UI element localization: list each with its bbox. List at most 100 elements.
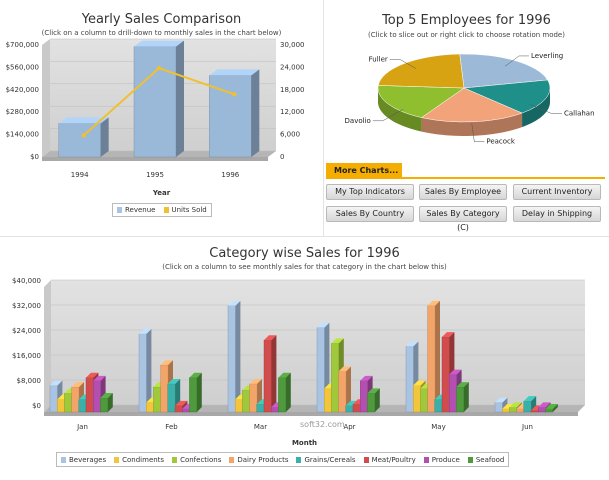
pie-slice[interactable] (377, 53, 465, 89)
category-bar-beverages[interactable] (227, 300, 241, 413)
y-left-tick-label: $560,000 (6, 63, 39, 71)
y-left-tick-label: $0 (30, 153, 39, 161)
y-left-tick-label: $280,000 (6, 108, 39, 116)
plot-floor-edge (42, 157, 268, 161)
employees-chart-title: Top 5 Employees for 1996 (382, 13, 551, 28)
x-tick-label: Jun (521, 423, 533, 431)
horizontal-divider (0, 236, 609, 237)
plot-side-wall (44, 280, 51, 412)
y-right-tick-label: 12,000 (280, 108, 305, 116)
units-sold-point (81, 133, 86, 138)
category-legend: Beverages Condiments Confections Dairy P… (56, 452, 510, 467)
pie-slice[interactable] (420, 87, 523, 123)
category-bar-meat-poultry[interactable] (263, 335, 277, 413)
pie-label-leader (529, 104, 563, 114)
category-bar-dairy-products[interactable] (427, 300, 440, 413)
units-sold-point (156, 65, 162, 71)
revenue-bar[interactable] (58, 117, 109, 158)
x-tick-label: 1995 (146, 171, 164, 179)
legend-item-beverages[interactable]: Beverages (57, 456, 110, 464)
x-tick-label: 1994 (71, 171, 89, 179)
x-tick-label: Jan (76, 423, 88, 431)
sales-by-employee-button[interactable]: Sales By Employee (419, 184, 507, 200)
y-right-tick-label: 24,000 (280, 63, 305, 71)
y-tick-label: $40,000 (12, 277, 41, 285)
pie-slice-label: Peacock (486, 138, 516, 146)
legend-label-units: Units Sold (171, 206, 207, 214)
pie-label-leader (505, 55, 530, 67)
pie-slice-side (522, 88, 550, 128)
condiments-swatch (114, 456, 120, 463)
legend-item-condiments[interactable]: Condiments (110, 456, 168, 464)
legend-item-grains[interactable]: Grains/Cereals (292, 456, 359, 464)
category-bar-dairy-products[interactable] (338, 366, 351, 413)
yearly-xaxis-title: Year (152, 189, 171, 197)
category-bar-seafood[interactable] (278, 372, 291, 413)
category-bar-beverages[interactable] (138, 328, 152, 413)
more-charts-tab[interactable]: More Charts... (326, 163, 402, 178)
category-sales-chart[interactable]: $0 $8,000 $16,000 $24,000 $32,000 $40,000 Jan F… (0, 0, 609, 450)
category-bar-seafood[interactable] (367, 388, 380, 413)
pie-slice[interactable] (459, 53, 548, 89)
dairy-swatch (229, 456, 235, 463)
y-right-tick-label: 6,000 (280, 131, 300, 139)
x-tick-label: Mar (254, 423, 267, 431)
category-bar-seafood[interactable] (456, 382, 469, 413)
pie-slice-label: Fuller (369, 55, 388, 63)
legend-label-grains: Grains/Cereals (304, 455, 356, 464)
vertical-divider (323, 0, 324, 236)
legend-item-meat[interactable]: Meat/Poultry (360, 456, 420, 464)
pie-slice[interactable] (463, 79, 551, 114)
legend-item-dairy[interactable]: Dairy Products (225, 456, 292, 464)
legend-label-condiments: Condiments (122, 455, 165, 464)
yearly-chart-title: Yearly Sales Comparison (81, 12, 242, 27)
sales-by-country-button[interactable]: Sales By Country (326, 206, 414, 222)
grains-swatch (296, 456, 302, 463)
legend-label-confections: Confections (180, 455, 222, 464)
y-tick-label: $32,000 (12, 302, 41, 310)
yearly-sales-chart[interactable]: $0 $140,000 $280,000 $420,000 $560,000 $700,0… (0, 0, 323, 200)
pie-label-leader (389, 59, 417, 69)
yearly-legend: Revenue Units Sold (112, 203, 212, 217)
watermark: soft32.com (300, 420, 345, 429)
category-bar-seafood[interactable] (100, 393, 113, 413)
legend-item-produce[interactable]: Produce (420, 456, 464, 464)
employees-pie-chart[interactable]: Leverling Callahan Peacock Davolio Fuller (324, 40, 609, 155)
category-xaxis-title: Month (291, 439, 318, 447)
pie-label-leader (471, 123, 485, 142)
employees-chart-subtitle: (Click to slice out or right click to ch… (368, 31, 565, 39)
yearly-chart-subtitle: (Click on a column to drill-down to mont… (41, 29, 282, 37)
my-top-indicators-button[interactable]: My Top Indicators (326, 184, 414, 200)
legend-item-confections[interactable]: Confections (168, 456, 225, 464)
delay-in-shipping-button[interactable]: Delay in Shipping (513, 206, 601, 222)
legend-item-seafood[interactable]: Seafood (464, 456, 509, 464)
units-sold-point (232, 92, 237, 97)
category-chart-subtitle: (Click on a column to see monthly sales … (162, 263, 447, 271)
y-tick-label: $0 (32, 402, 41, 410)
x-tick-label: 1996 (221, 171, 239, 179)
pie-slice[interactable] (377, 85, 465, 118)
y-left-tick-label: $700,000 (6, 41, 39, 49)
pie-slice-label: Davolio (345, 117, 371, 125)
units-swatch (163, 207, 169, 213)
sales-by-category-button[interactable]: Sales By Category (C) (419, 206, 507, 232)
legend-item-units[interactable]: Units Sold (160, 206, 211, 214)
legend-label-revenue: Revenue (125, 206, 156, 214)
x-tick-label: Feb (165, 423, 178, 431)
y-right-tick-label: 0 (280, 153, 284, 161)
meat-swatch (363, 456, 369, 463)
revenue-bar[interactable] (133, 40, 184, 158)
x-tick-label: Apr (343, 423, 355, 431)
plot-side-wall (42, 39, 50, 157)
category-chart-title: Category wise Sales for 1996 (209, 246, 400, 261)
legend-label-dairy: Dairy Products (237, 455, 289, 464)
pie-label-leader (372, 108, 404, 122)
x-tick-label: May (431, 423, 445, 431)
legend-item-revenue[interactable]: Revenue (113, 206, 160, 214)
category-bar-seafood[interactable] (545, 403, 558, 413)
confections-swatch (172, 456, 178, 463)
y-left-tick-label: $140,000 (6, 131, 39, 139)
category-bar-seafood[interactable] (189, 372, 202, 413)
current-inventory-button[interactable]: Current Inventory (513, 184, 601, 200)
y-tick-label: $8,000 (17, 377, 42, 385)
